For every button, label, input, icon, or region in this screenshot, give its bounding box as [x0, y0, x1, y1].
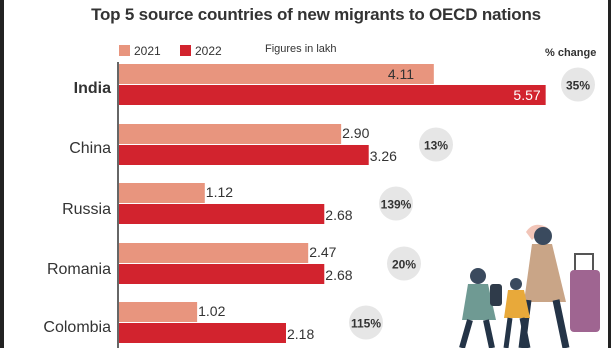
chart-title: Top 5 source countries of new migrants t…	[91, 5, 541, 24]
change-value: 115%	[351, 317, 381, 331]
value-label-2021: 2.47	[309, 244, 336, 260]
change-badge	[349, 305, 383, 340]
value-label-2022: 3.26	[370, 148, 397, 164]
value-label-2021: 2.90	[342, 125, 369, 141]
frame-left	[0, 0, 4, 348]
category-label: Russia	[62, 201, 111, 218]
bar-2022	[119, 204, 325, 224]
figures-note: Figures in lakh	[265, 43, 337, 55]
bar-2021	[119, 124, 342, 144]
travelers-illustration	[459, 224, 600, 348]
frame-right	[608, 0, 611, 348]
legend-label-2021: 2021	[134, 44, 161, 58]
category-label: China	[69, 140, 111, 157]
change-header: % change	[545, 47, 596, 59]
change-value: 20%	[392, 258, 416, 272]
bar-2021	[119, 183, 205, 203]
legend-label-2022: 2022	[195, 44, 222, 58]
value-label-2021: 1.02	[198, 303, 225, 319]
change-badge	[379, 186, 413, 221]
value-label-2022: 2.68	[325, 207, 352, 223]
change-badge	[561, 67, 595, 102]
legend-swatch-2021	[119, 45, 130, 56]
value-label-2022: 2.18	[287, 326, 314, 342]
category-label: Colombia	[43, 319, 111, 336]
change-value: 35%	[566, 79, 590, 93]
bar-2021	[119, 243, 309, 263]
legend-swatch-2022	[180, 45, 191, 56]
change-value: 13%	[424, 139, 448, 153]
change-badge	[387, 246, 421, 281]
value-label-2021: 1.12	[206, 184, 233, 200]
bar-2022	[119, 145, 369, 165]
bar-2022	[119, 85, 546, 105]
bar-2022	[119, 323, 286, 343]
change-badge	[419, 127, 453, 162]
bar-2021	[119, 64, 434, 84]
value-label-2022: 5.57	[513, 87, 540, 103]
bar-2022	[119, 264, 325, 284]
value-label-2021: 4.11	[388, 66, 414, 82]
category-label: Romania	[47, 261, 111, 278]
bar-2021	[119, 302, 198, 322]
value-label-2022: 2.68	[325, 267, 352, 283]
change-value: 139%	[381, 198, 412, 212]
category-label: India	[74, 80, 111, 97]
